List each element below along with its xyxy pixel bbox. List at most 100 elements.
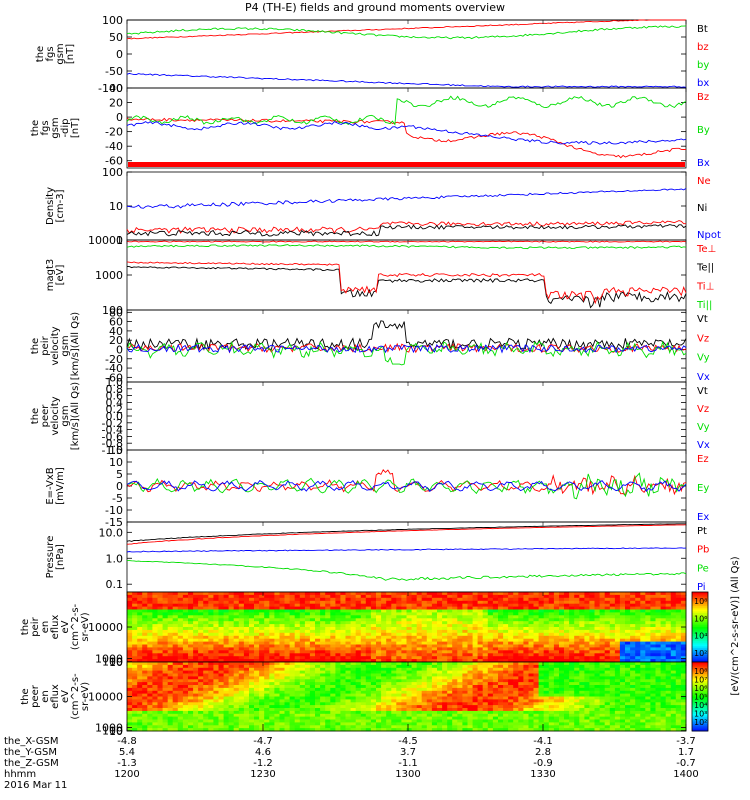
heatmap-cell <box>223 635 230 640</box>
heatmap-cell <box>320 600 326 605</box>
heatmap-cell <box>416 710 423 715</box>
heatmap-cell <box>538 687 545 692</box>
heatmap-cell <box>411 594 418 599</box>
heatmap-cell <box>665 656 672 660</box>
heatmap-cell <box>467 713 473 718</box>
heatmap-cell <box>325 699 331 703</box>
heatmap-cell <box>294 659 301 663</box>
heatmap-cell <box>604 638 611 642</box>
heatmap-cell <box>492 693 499 697</box>
heatmap-cell <box>177 728 184 732</box>
heatmap-cell <box>675 627 682 631</box>
heatmap-cell <box>416 693 423 697</box>
heatmap-cell <box>289 659 296 663</box>
heatmap-cell <box>299 632 306 637</box>
heatmap-cell <box>177 716 184 720</box>
heatmap-cell <box>182 597 189 602</box>
heatmap-cell <box>508 708 514 712</box>
heatmap-cell <box>660 615 667 619</box>
heatmap-cell <box>142 693 148 697</box>
heatmap-cell <box>630 609 636 613</box>
heatmap-cell <box>421 597 428 602</box>
heatmap-cell <box>396 716 402 720</box>
heatmap-cell <box>203 682 209 686</box>
heatmap-cell <box>416 708 423 712</box>
heatmap-cell <box>188 600 194 605</box>
heatmap-cell <box>243 650 250 654</box>
heatmap-cell <box>309 719 316 723</box>
heatmap-cell <box>533 638 539 642</box>
heatmap-cell <box>513 673 519 677</box>
heatmap-cell <box>518 716 524 720</box>
heatmap-cell <box>533 664 539 669</box>
heatmap-cell <box>177 653 184 657</box>
heatmap-cell <box>559 603 565 607</box>
heatmap-cell <box>320 624 326 628</box>
heatmap-cell <box>233 635 240 640</box>
heatmap-cell <box>426 656 433 660</box>
heatmap-cell <box>523 627 529 631</box>
heatmap-cell <box>396 699 402 703</box>
heatmap-cell <box>406 612 412 616</box>
heatmap-cell <box>650 656 656 660</box>
heatmap-cell <box>355 664 362 669</box>
heatmap-cell <box>243 621 250 625</box>
heatmap-cell <box>462 594 468 599</box>
heatmap-cell <box>553 693 560 697</box>
heatmap-cell <box>259 594 265 599</box>
heatmap-cell <box>386 600 392 605</box>
heatmap-cell <box>335 656 341 660</box>
heatmap-cell <box>665 647 672 651</box>
heatmap-cell <box>142 659 148 663</box>
heatmap-cell <box>355 679 362 683</box>
heatmap-cell <box>523 722 529 726</box>
heatmap-cell <box>462 713 468 718</box>
heatmap-cell <box>513 592 519 596</box>
heatmap-cell <box>188 708 194 712</box>
heatmap-cell <box>533 609 539 613</box>
heatmap-cell <box>360 632 367 637</box>
heatmap-cell <box>203 624 209 628</box>
heatmap-cell <box>655 638 661 642</box>
heatmap-cell <box>457 594 463 599</box>
heatmap-cell <box>238 719 245 723</box>
heatmap-cell <box>543 696 550 700</box>
heatmap-cell <box>137 713 143 718</box>
heatmap-cell <box>391 713 397 718</box>
legend-label-Pb: Pb <box>697 545 709 556</box>
heatmap-cell <box>660 609 667 613</box>
heatmap-cell <box>238 708 245 712</box>
heatmap-cell <box>401 603 407 607</box>
heatmap-cell <box>533 673 539 677</box>
heatmap-cell <box>254 664 260 669</box>
heatmap-cell <box>198 679 204 683</box>
heatmap-cell <box>289 594 296 599</box>
heatmap-cell <box>406 670 412 674</box>
heatmap-cell <box>487 641 494 645</box>
heatmap-cell <box>360 722 367 726</box>
heatmap-cell <box>142 647 148 651</box>
heatmap-cell <box>498 667 504 672</box>
heatmap-cell <box>492 685 499 689</box>
heatmap-cell <box>335 722 341 726</box>
heatmap-cell <box>660 638 667 642</box>
heatmap-cell <box>406 687 412 692</box>
heatmap-cell <box>264 644 270 648</box>
heatmap-cell <box>416 667 423 672</box>
heatmap-cell <box>680 621 687 625</box>
heatmap-cell <box>167 722 174 726</box>
heatmap-cell <box>406 650 412 654</box>
y-tick-label: 10.0 <box>99 526 124 539</box>
heatmap-cell <box>228 627 235 631</box>
heatmap-cell <box>289 641 296 645</box>
heatmap-cell <box>269 679 275 683</box>
heatmap-cell <box>553 653 560 657</box>
heatmap-cell <box>528 673 534 677</box>
heatmap-cell <box>559 635 565 640</box>
heatmap-cell <box>365 624 372 628</box>
heatmap-cell <box>198 641 204 645</box>
heatmap-cell <box>289 693 296 697</box>
heatmap-cell <box>157 705 163 709</box>
heatmap-cell <box>472 693 479 697</box>
heatmap-cell <box>147 664 153 669</box>
